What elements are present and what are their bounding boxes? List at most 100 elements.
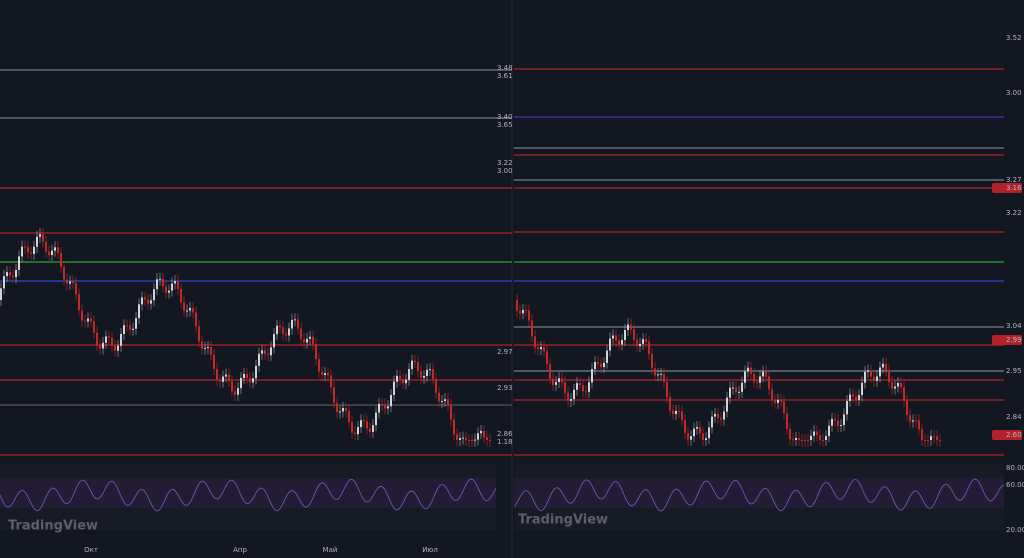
candle-body [744,371,746,383]
candle-body [543,347,545,352]
candle-body [183,302,185,311]
candle-body [903,387,905,401]
candle-body [702,433,704,440]
candle-body [438,392,440,402]
candle-body [408,369,410,380]
candle-body [600,363,602,368]
candle-body [462,437,464,439]
candle-body [804,440,806,441]
time-label: Июл [422,546,438,554]
candle-body [450,405,452,420]
candle-body [216,369,218,381]
candle-body [558,378,560,383]
candle-body [765,371,767,377]
candle-body [771,389,773,401]
candle-body [39,234,41,237]
candle-body [864,371,866,383]
candle-body [909,415,911,422]
candle-body [534,336,536,348]
candle-body [879,367,881,377]
candle-body [147,299,149,304]
candle-body [486,437,488,440]
candle-body [363,420,365,422]
candle-body [783,401,785,414]
candle-body [120,333,122,346]
candle-body [0,288,2,300]
candle-body [822,440,824,441]
candle-body [159,278,161,280]
candle-body [582,385,584,392]
candle-body [642,339,644,344]
candle-body [390,394,392,407]
candle-body [180,288,182,303]
candle-body [687,432,689,440]
candle-body [537,347,539,350]
candle-body [372,425,374,432]
candle-body [156,279,158,290]
candle-body [768,376,770,390]
candle-body [894,386,896,389]
candle-body [348,410,350,422]
candle-body [519,310,521,314]
candle-body [213,354,215,370]
candle-body [423,375,425,378]
candle-body [399,375,401,380]
candle-body [219,380,221,382]
candle-body [264,350,266,355]
candle-body [225,374,227,377]
candle-body [525,309,527,311]
price-label: 3.40 [497,113,513,121]
candle-body [237,388,239,395]
candle-body [288,328,290,336]
candle-body [915,420,917,422]
price-label: 3.00 [497,167,513,175]
candle-body [714,413,716,417]
candle-body [933,436,935,438]
candle-body [402,379,404,384]
candle-body [810,435,812,440]
candle-body [261,350,263,354]
candle-body [228,374,230,382]
candle-body [189,307,191,311]
candle-body [90,318,92,322]
candle-body [936,436,938,440]
candle-body [813,431,815,436]
candle-body [597,361,599,364]
candle-body [549,364,551,379]
price-label: 1.18 [497,438,513,446]
candle-body [351,421,353,433]
candle-body [483,430,485,438]
candle-body [435,378,437,393]
candle-body [918,420,920,430]
candle-body [111,337,113,346]
candle-body [579,383,581,386]
candle-body [735,387,737,393]
candle-body [594,361,596,370]
candle-body [747,367,749,372]
candle-body [441,401,443,403]
candle-body [726,397,728,412]
candle-body [570,399,572,401]
candle-body [354,432,356,435]
candle-body [387,406,389,409]
candle-body [870,370,872,377]
candle-body [753,373,755,382]
candle-body [489,440,491,441]
candle-body [297,319,299,329]
candle-body [651,354,653,369]
rsi-line [0,478,497,512]
candle-body [9,272,11,276]
candle-body [573,389,575,400]
candle-body [723,411,725,420]
candle-body [912,420,914,422]
candle-body [474,439,476,441]
candle-body [576,383,578,390]
candle-body [456,434,458,440]
candle-body [591,369,593,383]
candle-body [252,378,254,383]
candle-body [177,281,179,289]
candle-body [366,421,368,429]
candle-body [666,381,668,398]
candle-body [840,425,842,427]
